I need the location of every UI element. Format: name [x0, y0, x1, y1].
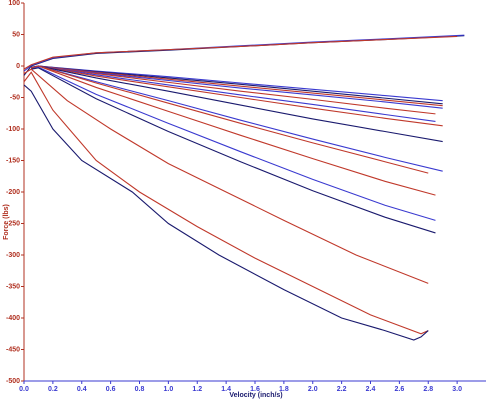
x-tick-label: 2.2: [337, 386, 347, 393]
y-tick-label: -400: [6, 315, 20, 322]
data-line: [31, 66, 436, 221]
x-tick-label: 3.0: [452, 386, 462, 393]
data-line: [23, 84, 429, 341]
data-line: [31, 67, 436, 234]
data-line: [23, 68, 429, 284]
data-line: [31, 65, 443, 143]
x-tick-label: 2.6: [395, 386, 405, 393]
data-line: [31, 65, 436, 122]
x-tick-label: 0.8: [135, 386, 145, 393]
y-tick-label: -200: [6, 189, 20, 196]
data-line: [23, 35, 465, 76]
y-tick-label: 100: [8, 0, 20, 7]
x-tick-label: 2.4: [366, 386, 376, 393]
data-line: [23, 71, 429, 335]
y-tick-label: -450: [6, 346, 20, 353]
y-tick-label: -500: [6, 378, 20, 385]
x-tick-label: 2.0: [308, 386, 318, 393]
y-tick-label: -250: [6, 220, 20, 227]
x-tick-label: 1.4: [221, 386, 231, 393]
x-tick-label: 0.4: [77, 386, 87, 393]
y-tick-label: -350: [6, 283, 20, 290]
x-tick-label: 0.0: [19, 386, 29, 393]
y-tick-label: -100: [6, 126, 20, 133]
y-tick-label: -150: [6, 157, 20, 164]
data-line: [23, 35, 458, 70]
x-tick-label: 1.8: [279, 386, 289, 393]
x-tick-label: 2.8: [423, 386, 433, 393]
y-tick-label: 0: [16, 63, 20, 70]
data-line: [31, 65, 429, 174]
x-axis-label: Velocity (inch/s): [229, 392, 282, 399]
y-axis-label: Force (lbs): [3, 204, 10, 240]
x-tick-label: 0.2: [48, 386, 58, 393]
x-tick-label: 0.6: [106, 386, 116, 393]
data-line: [31, 65, 436, 196]
y-tick-label: 50: [12, 31, 20, 38]
y-tick-label: -50: [10, 94, 20, 101]
x-tick-label: 1.0: [164, 386, 174, 393]
y-tick-label: -300: [6, 252, 20, 259]
x-tick-label: 1.6: [250, 386, 260, 393]
data-line: [31, 65, 443, 109]
data-line: [31, 65, 436, 115]
x-tick-label: 1.2: [192, 386, 202, 393]
